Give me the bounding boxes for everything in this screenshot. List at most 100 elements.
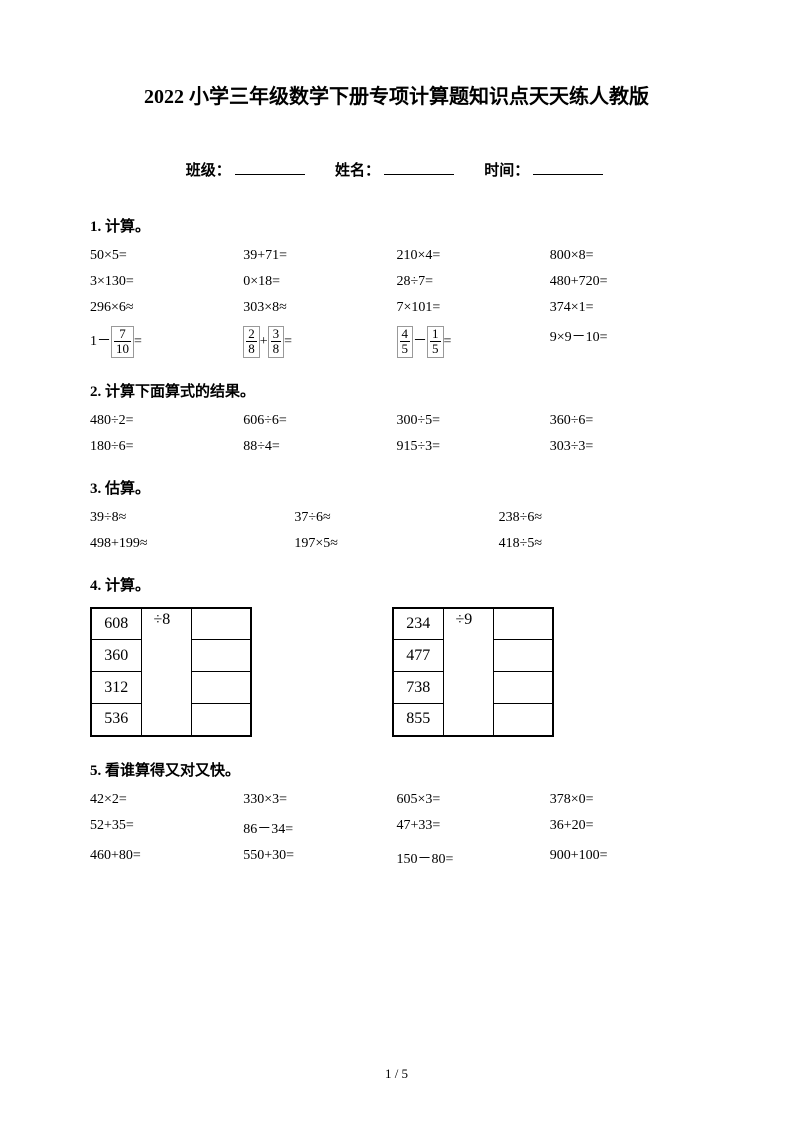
division-table-2: 234 ÷9 477 738 855 bbox=[392, 607, 554, 737]
problem-cell: 330×3= bbox=[243, 792, 396, 808]
answer-cell bbox=[493, 704, 553, 736]
problem-cell: 7×101= bbox=[397, 300, 550, 316]
problem-cell: 150－80= bbox=[397, 848, 550, 868]
frac-post: = bbox=[444, 334, 452, 349]
table-cell: 234 bbox=[393, 608, 443, 640]
problem-cell: 460+80= bbox=[90, 848, 243, 868]
answer-cell bbox=[493, 672, 553, 704]
problem-cell: 605×3= bbox=[397, 792, 550, 808]
division-tables: 608 ÷8 360 312 536 234 ÷9 477 738 bbox=[90, 607, 703, 737]
page-number: 1 / 5 bbox=[0, 1066, 793, 1082]
problem-cell: 39+71= bbox=[243, 248, 396, 264]
section-5-title: 5. 看谁算得又对又快。 bbox=[90, 759, 703, 780]
fraction: 15 bbox=[427, 326, 444, 358]
answer-cell bbox=[493, 640, 553, 672]
problem-cell: 86－34= bbox=[243, 818, 396, 838]
class-blank bbox=[235, 174, 305, 175]
problem-cell: 550+30= bbox=[243, 848, 396, 868]
problem-cell: 45－15= bbox=[397, 326, 550, 358]
problem-row: 1－710= 28+38= 45－15= 9×9－10= bbox=[90, 326, 703, 358]
problem-cell: 378×0= bbox=[550, 792, 703, 808]
fraction: 28 bbox=[243, 326, 260, 358]
problem-row: 50×5= 39+71= 210×4= 800×8= bbox=[90, 248, 703, 264]
operation-cell: ÷8 bbox=[141, 608, 191, 736]
denominator: 5 bbox=[400, 342, 411, 356]
problem-cell: 37÷6≈ bbox=[294, 510, 498, 526]
problem-cell: 3×130= bbox=[90, 274, 243, 290]
problem-cell: 1－710= bbox=[90, 326, 243, 358]
problem-cell: 39÷8≈ bbox=[90, 510, 294, 526]
problem-cell: 900+100= bbox=[550, 848, 703, 868]
denominator: 5 bbox=[430, 342, 441, 356]
problem-cell: 9×9－10= bbox=[550, 326, 703, 358]
problem-cell: 498+199≈ bbox=[90, 536, 294, 552]
problem-cell: 180÷6= bbox=[90, 439, 243, 455]
answer-cell bbox=[191, 608, 251, 640]
problem-row: 42×2= 330×3= 605×3= 378×0= bbox=[90, 792, 703, 808]
problem-row: 39÷8≈ 37÷6≈ 238÷6≈ bbox=[90, 510, 703, 526]
answer-cell bbox=[191, 704, 251, 736]
problem-cell: 418÷5≈ bbox=[499, 536, 703, 552]
frac-post: = bbox=[134, 334, 142, 349]
problem-cell: 300÷5= bbox=[397, 413, 550, 429]
problem-cell: 480+720= bbox=[550, 274, 703, 290]
table-cell: 855 bbox=[393, 704, 443, 736]
problem-row: 296×6≈ 303×8≈ 7×101= 374×1= bbox=[90, 300, 703, 316]
problem-cell: 800×8= bbox=[550, 248, 703, 264]
section-1-title: 1. 计算。 bbox=[90, 215, 703, 236]
operation-cell: ÷9 bbox=[443, 608, 493, 736]
problem-cell: 360÷6= bbox=[550, 413, 703, 429]
fraction: 710 bbox=[111, 326, 134, 358]
time-label: 时间： bbox=[484, 163, 529, 179]
table-cell: 608 bbox=[91, 608, 141, 640]
table-cell: 477 bbox=[393, 640, 443, 672]
section-3-title: 3. 估算。 bbox=[90, 477, 703, 498]
numerator: 4 bbox=[400, 327, 411, 342]
numerator: 1 bbox=[430, 327, 441, 342]
problem-row: 498+199≈ 197×5≈ 418÷5≈ bbox=[90, 536, 703, 552]
problem-cell: 238÷6≈ bbox=[499, 510, 703, 526]
header-fields: 班级： 姓名： 时间： bbox=[90, 159, 703, 180]
problem-cell: 210×4= bbox=[397, 248, 550, 264]
problem-cell: 28÷7= bbox=[397, 274, 550, 290]
frac-mid: － bbox=[413, 334, 427, 349]
fraction: 38 bbox=[268, 326, 285, 358]
problem-cell: 296×6≈ bbox=[90, 300, 243, 316]
frac-pre: 1－ bbox=[90, 334, 111, 349]
problem-cell: 28+38= bbox=[243, 326, 396, 358]
problem-row: 3×130= 0×18= 28÷7= 480+720= bbox=[90, 274, 703, 290]
section-4-title: 4. 计算。 bbox=[90, 574, 703, 595]
answer-cell bbox=[191, 672, 251, 704]
problem-cell: 197×5≈ bbox=[294, 536, 498, 552]
problem-row: 180÷6= 88÷4= 915÷3= 303÷3= bbox=[90, 439, 703, 455]
problem-cell: 303×8≈ bbox=[243, 300, 396, 316]
problem-cell: 606÷6= bbox=[243, 413, 396, 429]
frac-mid: + bbox=[260, 334, 268, 349]
problem-cell: 47+33= bbox=[397, 818, 550, 838]
problem-row: 52+35= 86－34= 47+33= 36+20= bbox=[90, 818, 703, 838]
problem-cell: 88÷4= bbox=[243, 439, 396, 455]
fraction: 45 bbox=[397, 326, 414, 358]
page-title: 2022 小学三年级数学下册专项计算题知识点天天练人教版 bbox=[90, 80, 703, 109]
problem-cell: 50×5= bbox=[90, 248, 243, 264]
denominator: 10 bbox=[114, 342, 131, 356]
class-label: 班级： bbox=[186, 163, 231, 179]
table-cell: 312 bbox=[91, 672, 141, 704]
problem-row: 460+80= 550+30= 150－80= 900+100= bbox=[90, 848, 703, 868]
denominator: 8 bbox=[271, 342, 282, 356]
answer-cell bbox=[493, 608, 553, 640]
problem-cell: 0×18= bbox=[243, 274, 396, 290]
problem-row: 480÷2= 606÷6= 300÷5= 360÷6= bbox=[90, 413, 703, 429]
section-2-title: 2. 计算下面算式的结果。 bbox=[90, 380, 703, 401]
time-blank bbox=[533, 174, 603, 175]
problem-cell: 480÷2= bbox=[90, 413, 243, 429]
numerator: 2 bbox=[246, 327, 257, 342]
problem-cell: 374×1= bbox=[550, 300, 703, 316]
problem-cell: 52+35= bbox=[90, 818, 243, 838]
problem-cell: 36+20= bbox=[550, 818, 703, 838]
numerator: 7 bbox=[114, 327, 131, 342]
answer-cell bbox=[191, 640, 251, 672]
problem-cell: 303÷3= bbox=[550, 439, 703, 455]
division-table-1: 608 ÷8 360 312 536 bbox=[90, 607, 252, 737]
numerator: 3 bbox=[271, 327, 282, 342]
